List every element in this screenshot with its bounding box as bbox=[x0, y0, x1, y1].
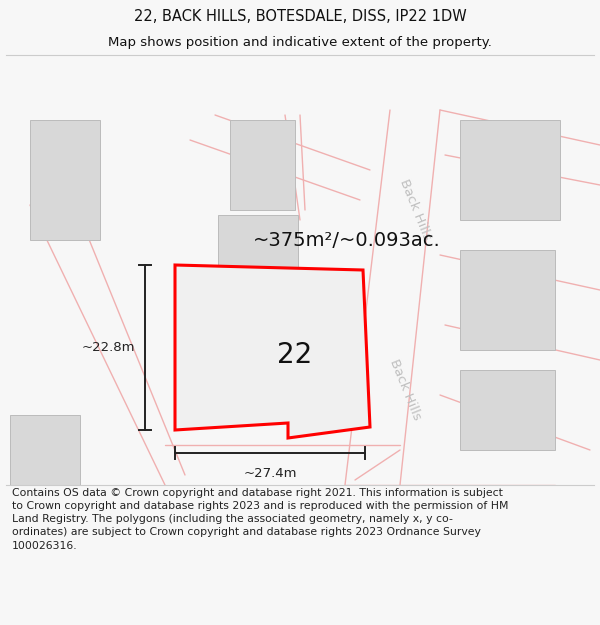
Text: ~22.8m: ~22.8m bbox=[82, 341, 135, 354]
Polygon shape bbox=[460, 250, 555, 350]
Polygon shape bbox=[200, 275, 340, 410]
Text: Back Hills: Back Hills bbox=[387, 357, 423, 422]
Text: ~27.4m: ~27.4m bbox=[243, 467, 297, 480]
Polygon shape bbox=[175, 265, 370, 438]
Text: ~375m²/~0.093ac.: ~375m²/~0.093ac. bbox=[253, 231, 441, 250]
Polygon shape bbox=[218, 215, 298, 290]
Text: 22: 22 bbox=[277, 341, 313, 369]
Text: Contains OS data © Crown copyright and database right 2021. This information is : Contains OS data © Crown copyright and d… bbox=[12, 488, 509, 551]
Text: 22, BACK HILLS, BOTESDALE, DISS, IP22 1DW: 22, BACK HILLS, BOTESDALE, DISS, IP22 1D… bbox=[134, 9, 466, 24]
Polygon shape bbox=[460, 370, 555, 450]
Polygon shape bbox=[230, 120, 295, 210]
Text: Map shows position and indicative extent of the property.: Map shows position and indicative extent… bbox=[108, 36, 492, 49]
Polygon shape bbox=[460, 120, 560, 220]
Polygon shape bbox=[10, 415, 80, 485]
Polygon shape bbox=[30, 120, 100, 240]
Text: Back Hills: Back Hills bbox=[397, 177, 433, 242]
